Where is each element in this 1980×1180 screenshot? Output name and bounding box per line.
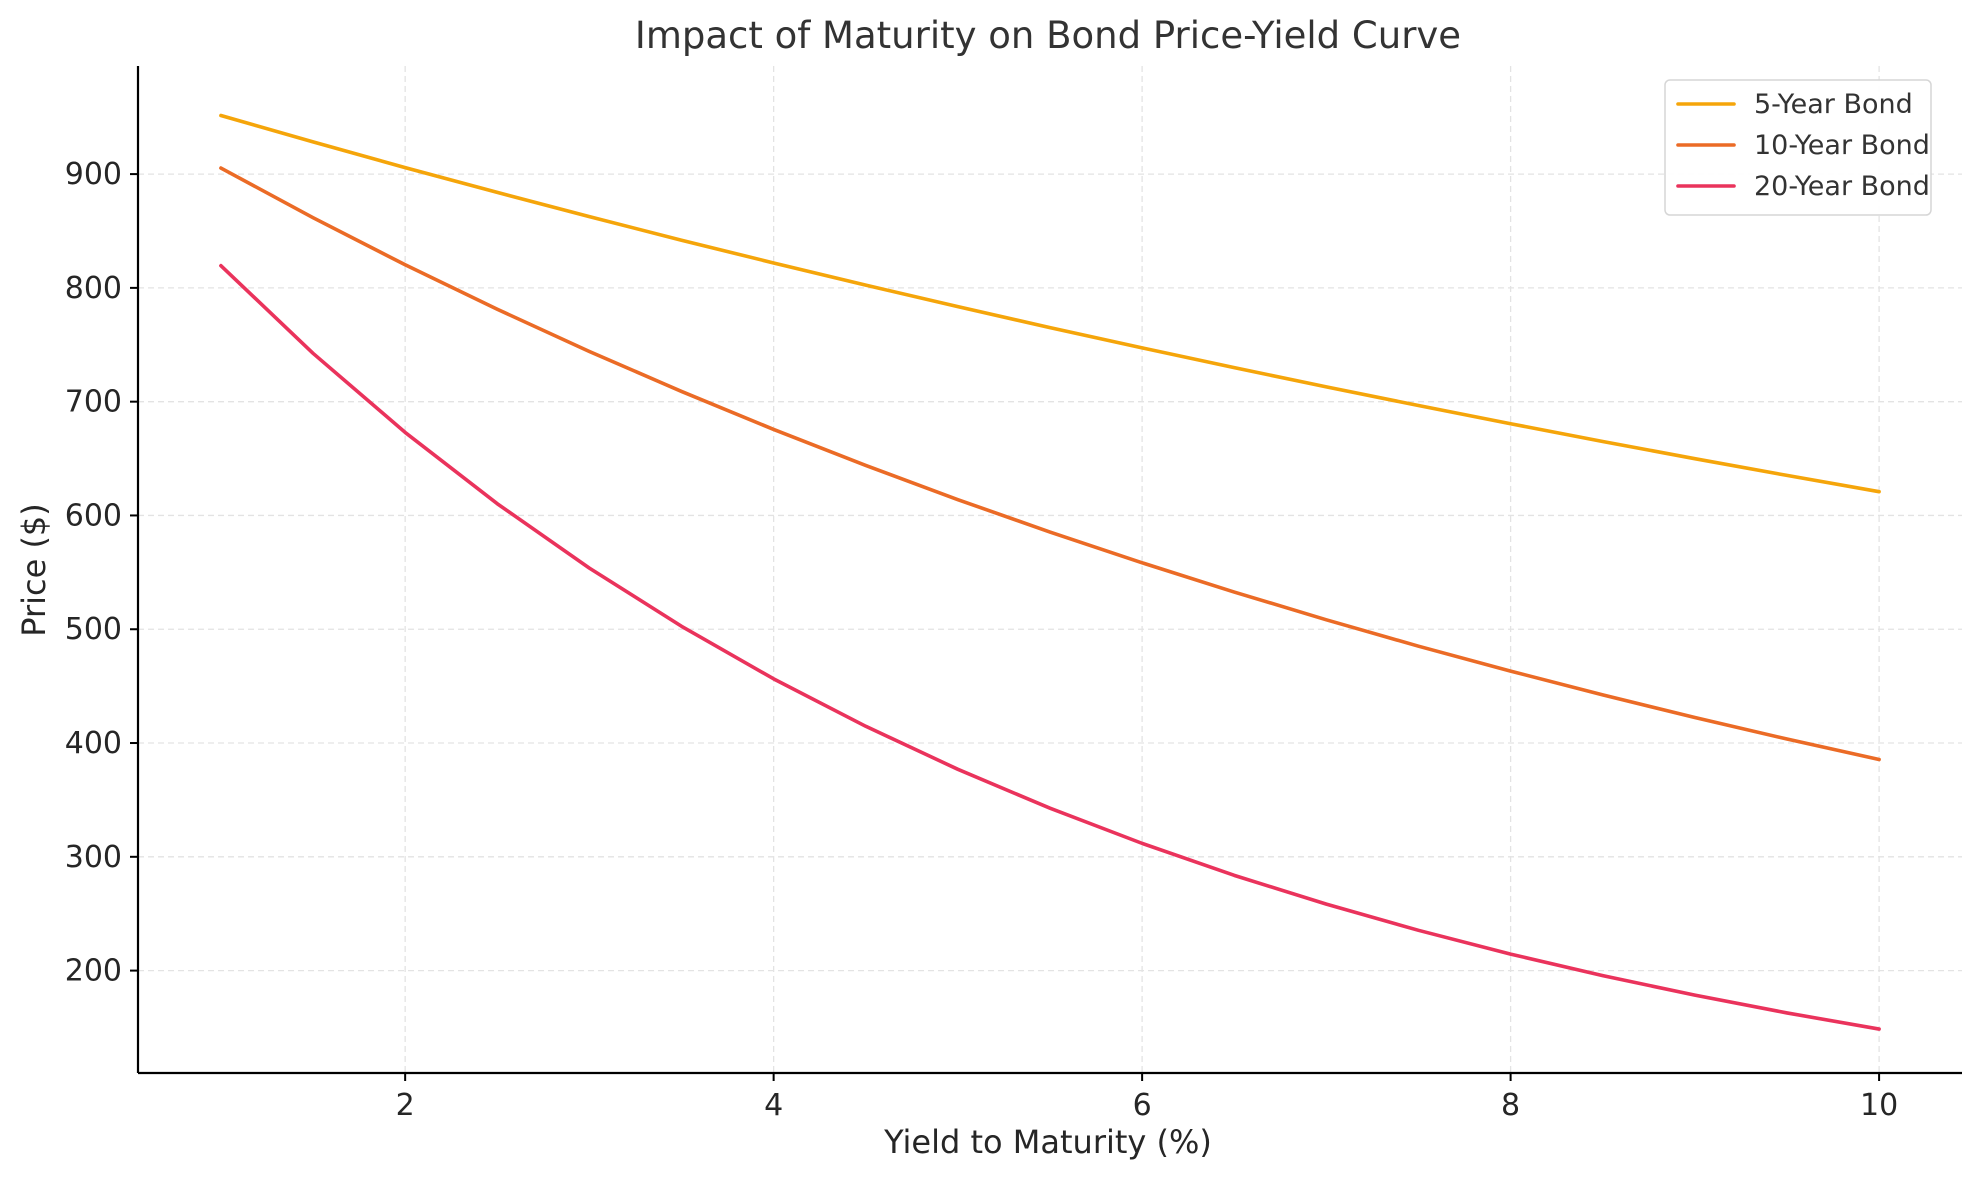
grid bbox=[138, 66, 1962, 1073]
y-tick-label: 400 bbox=[65, 726, 122, 761]
x-tick-label: 4 bbox=[764, 1088, 783, 1123]
y-tick-label: 900 bbox=[65, 157, 122, 192]
x-tick-label: 8 bbox=[1501, 1088, 1520, 1123]
legend-box bbox=[1664, 79, 1932, 216]
axes bbox=[130, 66, 1962, 1081]
x-axis-title: Yield to Maturity (%) bbox=[883, 1123, 1212, 1161]
legend-label-1: 5-Year Bond bbox=[1754, 89, 1913, 120]
series-lines bbox=[219, 113, 1881, 1031]
x-tick-label: 2 bbox=[396, 1088, 415, 1123]
chart-title: Impact of Maturity on Bond Price-Yield C… bbox=[635, 14, 1461, 57]
y-tick-label: 500 bbox=[65, 612, 122, 647]
legend-label-2: 10-Year Bond bbox=[1754, 130, 1930, 161]
y-tick-label: 300 bbox=[65, 840, 122, 875]
series-line-3 bbox=[219, 263, 1881, 1031]
y-axis-title: Price ($) bbox=[15, 503, 53, 637]
y-tick-label: 700 bbox=[65, 385, 122, 420]
y-tick-label: 200 bbox=[65, 954, 122, 989]
series-line-2 bbox=[219, 166, 1881, 762]
tick-labels: 2 4 6 8 10 200 300 400 500 600 700 800 900 bbox=[65, 157, 1898, 1123]
y-tick-label: 800 bbox=[65, 271, 122, 306]
legend-label-3: 20-Year Bond bbox=[1754, 171, 1930, 202]
x-tick-label: 10 bbox=[1860, 1088, 1898, 1123]
x-tick-label: 6 bbox=[1133, 1088, 1152, 1123]
y-tick-label: 600 bbox=[65, 498, 122, 533]
legend: 5-Year Bond 10-Year Bond 20-Year Bond bbox=[1664, 79, 1932, 216]
series-line-1 bbox=[219, 113, 1881, 494]
